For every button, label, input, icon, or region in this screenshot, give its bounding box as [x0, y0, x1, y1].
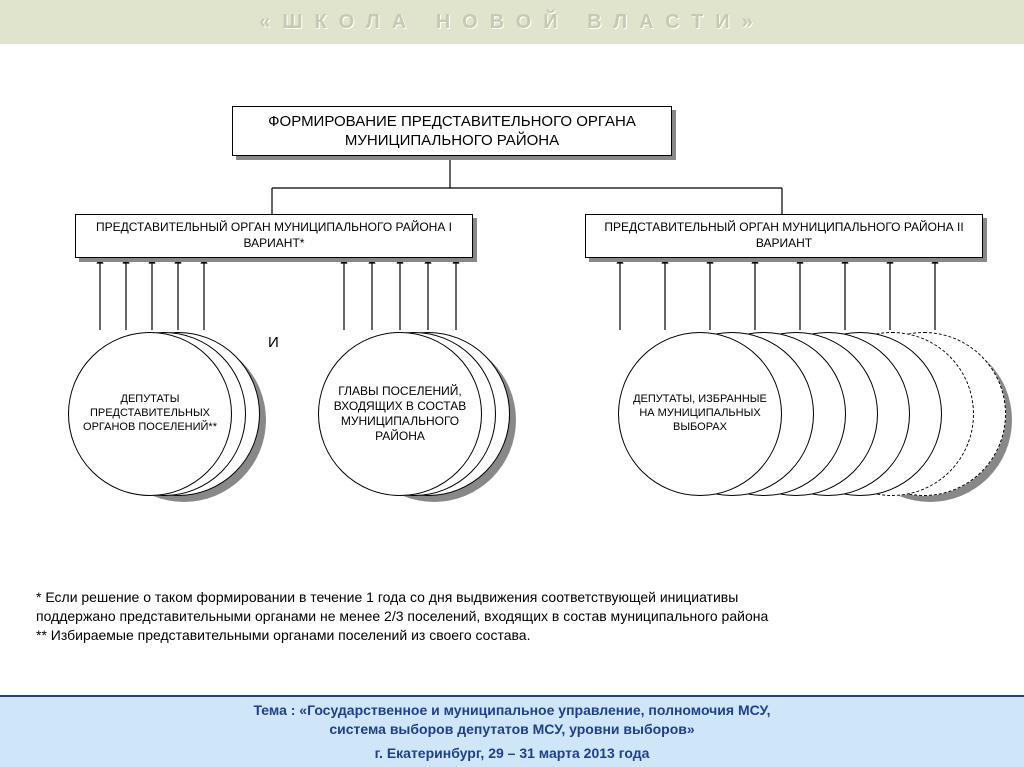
group-a-circle: ДЕПУТАТЫ ПРЕДСТАВИТЕЛЬНЫХ ОРГАНОВ ПОСЕЛЕ…: [68, 332, 232, 496]
group-b-circle: ГЛАВЫ ПОСЕЛЕНИЙ, ВХОДЯЩИХ В СОСТАВ МУНИЦ…: [318, 332, 482, 496]
footer-line-2: система выборов депутатов МСУ, уровни вы…: [329, 720, 694, 740]
footnote-line: ** Избираемые представительными органами…: [36, 626, 768, 645]
footer-line-1: Тема : «Государственное и муниципальное …: [253, 701, 770, 721]
footer-bar: Тема : «Государственное и муниципальное …: [0, 695, 1024, 767]
header-title: «ШКОЛА НОВОЙ ВЛАСТИ»: [259, 11, 765, 34]
and-label: И: [268, 334, 279, 351]
box-left: ПРЕДСТАВИТЕЛЬНЫЙ ОРГАН МУНИЦИПАЛЬНОГО РА…: [75, 214, 473, 258]
footer-line-3: г. Екатеринбург, 29 – 31 марта 2013 года: [375, 744, 650, 764]
box-right: ПРЕДСТАВИТЕЛЬНЫЙ ОРГАН МУНИЦИПАЛЬНОГО РА…: [585, 214, 983, 258]
diagram-area: ФОРМИРОВАНИЕ ПРЕДСТАВИТЕЛЬНОГО ОРГАНА МУ…: [0, 44, 1024, 684]
box-top: ФОРМИРОВАНИЕ ПРЕДСТАВИТЕЛЬНОГО ОРГАНА МУ…: [232, 106, 672, 156]
footnote-line: * Если решение о таком формировании в те…: [36, 588, 768, 607]
group-c-circle: ДЕПУТАТЫ, ИЗБРАННЫЕ НА МУНИЦИПАЛЬНЫХ ВЫБ…: [618, 332, 782, 496]
footnote-line: поддержано представительными органами не…: [36, 607, 768, 626]
footnotes: * Если решение о таком формировании в те…: [36, 588, 768, 645]
header-bar: «ШКОЛА НОВОЙ ВЛАСТИ»: [0, 0, 1024, 44]
